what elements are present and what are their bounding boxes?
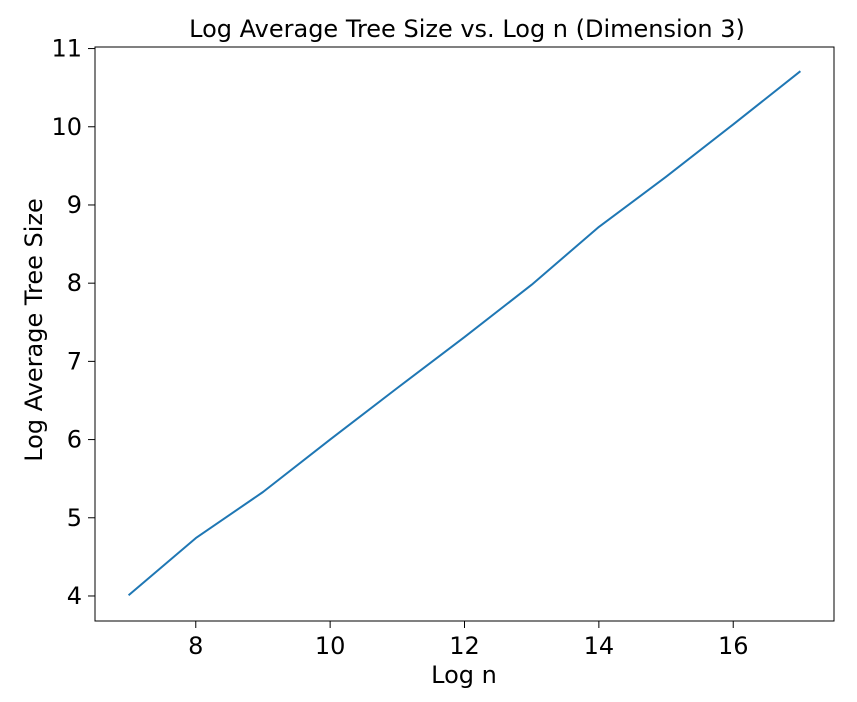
plot-frame: [94, 46, 835, 622]
chart-title: Log Average Tree Size vs. Log n (Dimensi…: [189, 15, 745, 43]
y-tick-label: 5: [67, 504, 82, 532]
series-line: [127, 70, 802, 596]
x-tick-label: 8: [188, 632, 203, 660]
x-tick-label: 12: [449, 632, 480, 660]
y-axis-label: Log Average Tree Size: [20, 198, 48, 462]
x-axis-ticks: 8 10 12 14 16: [188, 621, 749, 660]
y-tick-label: 10: [51, 113, 82, 141]
y-tick-label: 4: [67, 582, 82, 610]
y-tick-label: 8: [67, 269, 82, 297]
y-tick-label: 9: [67, 191, 82, 219]
x-tick-label: 16: [718, 632, 749, 660]
y-tick-label: 11: [51, 35, 82, 63]
y-axis-ticks: 4 5 6 7 8 9 10 11: [51, 35, 95, 610]
plot-area: [127, 70, 802, 596]
x-axis-label: Log n: [431, 661, 497, 689]
y-tick-label: 7: [67, 347, 82, 375]
x-tick-label: 10: [315, 632, 346, 660]
y-tick-label: 6: [67, 426, 82, 454]
x-tick-label: 14: [584, 632, 615, 660]
